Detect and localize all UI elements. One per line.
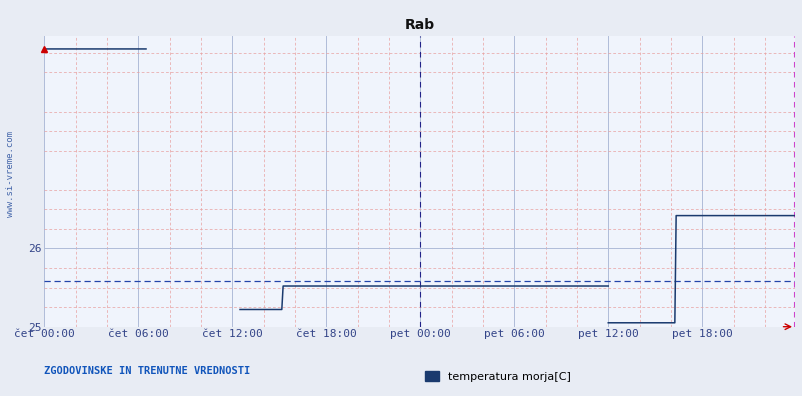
Legend: temperatura morja[C]: temperatura morja[C] [420, 367, 574, 386]
Text: ZGODOVINSKE IN TRENUTNE VREDNOSTI: ZGODOVINSKE IN TRENUTNE VREDNOSTI [44, 366, 250, 376]
Text: www.si-vreme.com: www.si-vreme.com [6, 131, 15, 217]
Title: Rab: Rab [404, 18, 434, 32]
